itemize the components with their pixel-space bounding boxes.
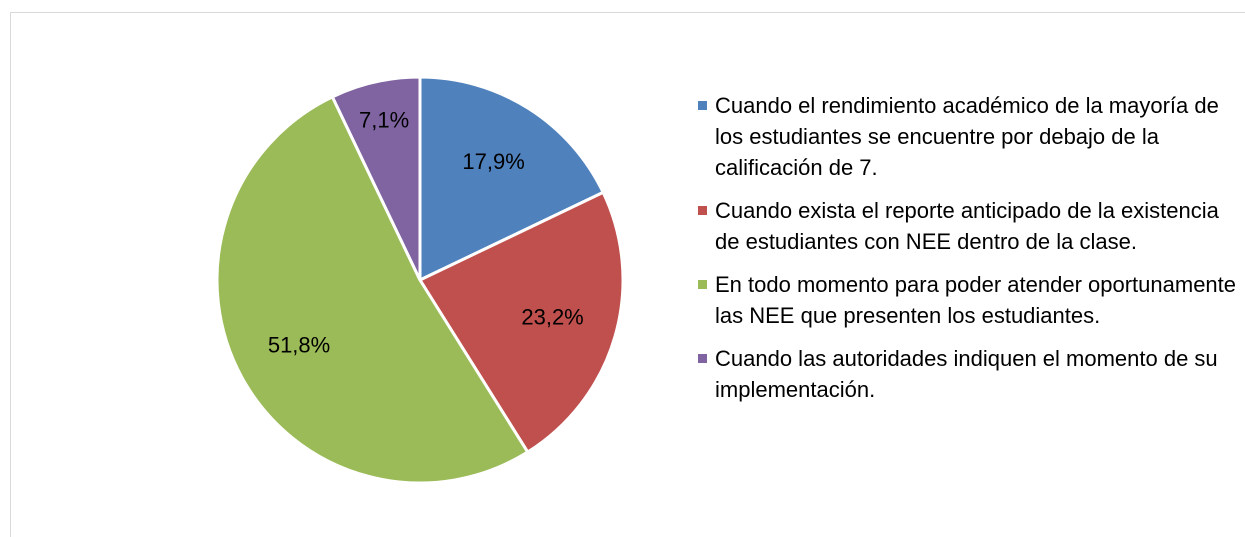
legend-swatch bbox=[698, 206, 707, 215]
pie-slice bbox=[330, 75, 422, 281]
legend-swatch bbox=[698, 354, 707, 363]
data-label: 7,1% bbox=[359, 107, 409, 132]
data-label: 51,8% bbox=[268, 332, 330, 357]
legend-item: Cuando las autoridades indiquen el momen… bbox=[698, 343, 1238, 405]
pie-slice bbox=[418, 75, 606, 283]
chart-border bbox=[10, 12, 1245, 537]
legend-label: Cuando exista el reporte anticipado de l… bbox=[715, 198, 1219, 254]
legend: Cuando el rendimiento académico de la ma… bbox=[698, 90, 1238, 417]
pie-slice bbox=[215, 94, 530, 485]
legend-label: En todo momento para poder atender oport… bbox=[715, 272, 1237, 328]
pie-slice bbox=[417, 190, 625, 455]
legend-swatch bbox=[698, 101, 707, 110]
legend-item: En todo momento para poder atender oport… bbox=[698, 269, 1238, 331]
data-label: 23,2% bbox=[521, 304, 583, 329]
legend-label: Cuando las autoridades indiquen el momen… bbox=[715, 346, 1218, 402]
data-label: 17,9% bbox=[462, 149, 524, 174]
legend-item: Cuando el rendimiento académico de la ma… bbox=[698, 90, 1238, 183]
legend-swatch bbox=[698, 280, 707, 289]
legend-label: Cuando el rendimiento académico de la ma… bbox=[715, 93, 1219, 180]
legend-item: Cuando exista el reporte anticipado de l… bbox=[698, 195, 1238, 257]
